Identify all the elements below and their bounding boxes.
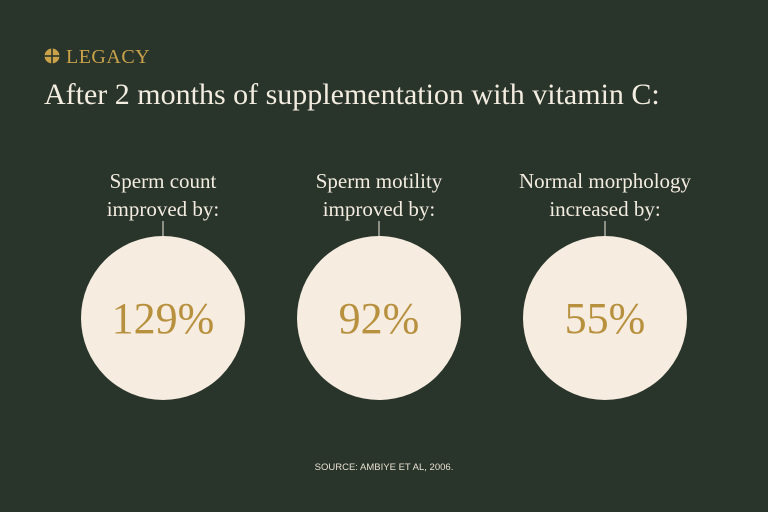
stat-circle xyxy=(523,236,687,400)
stat-circle xyxy=(81,236,245,400)
source: SOURCE: AMBIYE ET AL, 2006. xyxy=(315,462,454,473)
brand: LEGACY xyxy=(66,46,150,68)
stat-label: increased by: xyxy=(549,197,660,221)
stat-label: Normal morphology xyxy=(519,169,692,193)
stat-label: improved by: xyxy=(323,197,436,221)
stat-label: Sperm motility xyxy=(316,169,443,193)
stat-circle xyxy=(297,236,461,400)
stat-value: 129% xyxy=(112,294,215,343)
stat-label: Sperm count xyxy=(110,169,217,193)
stat-value: 92% xyxy=(339,294,420,343)
stat-label: improved by: xyxy=(107,197,220,221)
stat-value: 55% xyxy=(565,294,646,343)
logo-icon xyxy=(44,48,60,64)
title: After 2 months of supplementation with v… xyxy=(44,78,660,111)
